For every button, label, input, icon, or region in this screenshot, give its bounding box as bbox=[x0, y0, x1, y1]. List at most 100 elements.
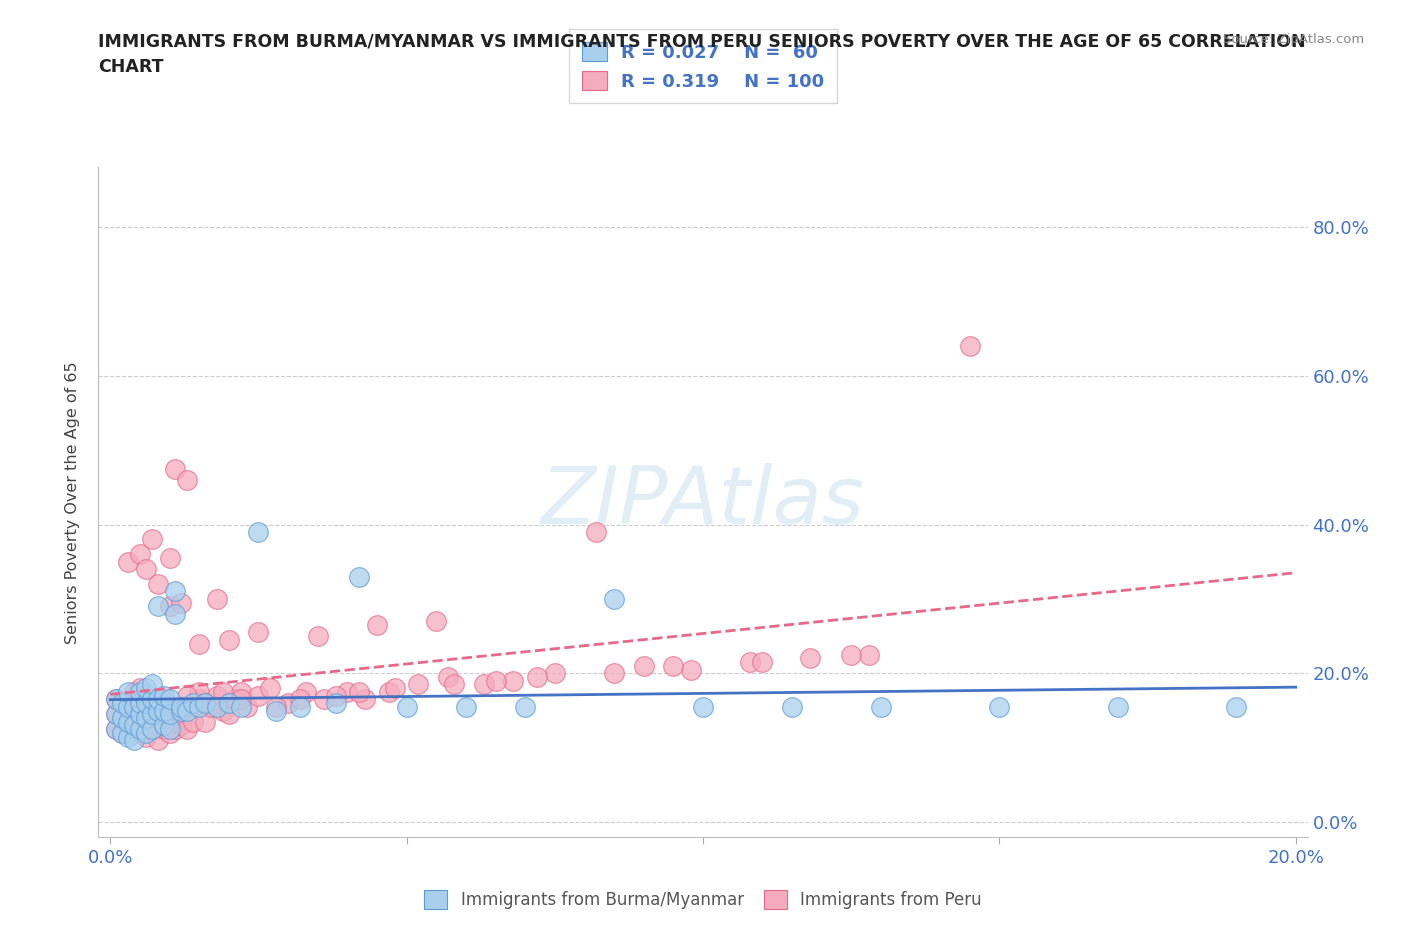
Point bbox=[111, 725, 134, 740]
Point bbox=[288, 699, 311, 714]
Point bbox=[408, 677, 430, 692]
Point bbox=[111, 711, 134, 725]
Point bbox=[105, 707, 128, 722]
Point bbox=[212, 703, 235, 718]
Point bbox=[839, 647, 862, 662]
Point bbox=[129, 725, 152, 740]
Point bbox=[111, 696, 134, 711]
Point bbox=[740, 655, 762, 670]
Point bbox=[780, 699, 803, 714]
Point bbox=[152, 707, 174, 722]
Point bbox=[152, 718, 174, 733]
Point bbox=[111, 711, 134, 725]
Point bbox=[135, 681, 157, 696]
Point bbox=[336, 684, 359, 699]
Point bbox=[152, 688, 174, 703]
Point bbox=[165, 461, 187, 476]
Point bbox=[122, 699, 145, 714]
Point bbox=[135, 725, 157, 740]
Point bbox=[176, 688, 198, 703]
Point bbox=[117, 729, 139, 744]
Point bbox=[751, 655, 773, 670]
Point bbox=[264, 699, 287, 714]
Point bbox=[681, 662, 703, 677]
Point bbox=[633, 658, 655, 673]
Point bbox=[141, 532, 163, 547]
Point bbox=[235, 699, 257, 714]
Point bbox=[176, 703, 198, 718]
Point bbox=[247, 688, 270, 703]
Point bbox=[259, 681, 281, 696]
Text: Source: ZipAtlas.com: Source: ZipAtlas.com bbox=[1223, 33, 1364, 46]
Point bbox=[122, 718, 145, 733]
Legend: Immigrants from Burma/Myanmar, Immigrants from Peru: Immigrants from Burma/Myanmar, Immigrant… bbox=[418, 884, 988, 916]
Point bbox=[129, 696, 152, 711]
Point bbox=[869, 699, 891, 714]
Point bbox=[181, 696, 204, 711]
Point bbox=[159, 692, 181, 707]
Point bbox=[218, 707, 240, 722]
Point bbox=[288, 692, 311, 707]
Point bbox=[229, 684, 252, 699]
Point bbox=[117, 714, 139, 729]
Point bbox=[484, 673, 506, 688]
Point bbox=[454, 699, 477, 714]
Point bbox=[146, 692, 169, 707]
Point bbox=[146, 599, 169, 614]
Point bbox=[159, 722, 181, 737]
Point bbox=[170, 699, 193, 714]
Point bbox=[247, 525, 270, 539]
Point bbox=[307, 629, 329, 644]
Point bbox=[111, 696, 134, 711]
Point bbox=[229, 692, 252, 707]
Point bbox=[105, 707, 128, 722]
Point bbox=[146, 718, 169, 733]
Point bbox=[200, 699, 222, 714]
Text: CHART: CHART bbox=[98, 58, 165, 75]
Point bbox=[146, 703, 169, 718]
Point bbox=[141, 722, 163, 737]
Point bbox=[146, 577, 169, 591]
Point bbox=[502, 673, 524, 688]
Point bbox=[176, 722, 198, 737]
Point bbox=[170, 703, 193, 718]
Point bbox=[188, 684, 211, 699]
Point bbox=[159, 551, 181, 565]
Point bbox=[205, 688, 228, 703]
Point bbox=[181, 714, 204, 729]
Point bbox=[129, 711, 152, 725]
Point bbox=[603, 666, 626, 681]
Point bbox=[229, 699, 252, 714]
Point bbox=[141, 707, 163, 722]
Point bbox=[165, 606, 187, 621]
Point bbox=[247, 625, 270, 640]
Point bbox=[141, 722, 163, 737]
Point bbox=[384, 681, 406, 696]
Point bbox=[526, 670, 548, 684]
Point bbox=[117, 554, 139, 569]
Point bbox=[378, 684, 401, 699]
Point bbox=[170, 718, 193, 733]
Point bbox=[188, 636, 211, 651]
Point bbox=[146, 703, 169, 718]
Text: IMMIGRANTS FROM BURMA/MYANMAR VS IMMIGRANTS FROM PERU SENIORS POVERTY OVER THE A: IMMIGRANTS FROM BURMA/MYANMAR VS IMMIGRA… bbox=[98, 33, 1306, 50]
Point bbox=[105, 722, 128, 737]
Point bbox=[129, 681, 152, 696]
Point bbox=[165, 699, 187, 714]
Point bbox=[135, 729, 157, 744]
Point bbox=[170, 699, 193, 714]
Point bbox=[135, 699, 157, 714]
Point bbox=[129, 707, 152, 722]
Point bbox=[603, 591, 626, 606]
Point bbox=[129, 722, 152, 737]
Point bbox=[141, 722, 163, 737]
Point bbox=[1107, 699, 1129, 714]
Point bbox=[165, 584, 187, 599]
Point bbox=[129, 684, 152, 699]
Point bbox=[135, 711, 157, 725]
Point bbox=[472, 677, 495, 692]
Point bbox=[135, 696, 157, 711]
Point bbox=[165, 722, 187, 737]
Point bbox=[105, 692, 128, 707]
Point bbox=[347, 684, 370, 699]
